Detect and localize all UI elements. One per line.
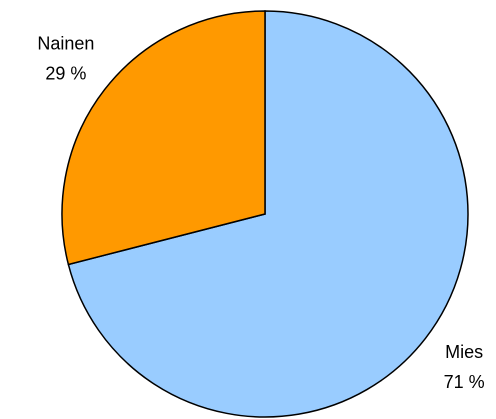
pie-slice	[67, 10, 469, 418]
slice-label: Nainen	[37, 33, 94, 53]
slice-value-label: 71 %	[444, 372, 485, 392]
slice-label: Mies	[445, 342, 483, 362]
pie-slice	[61, 10, 266, 266]
slice-value-label: 29 %	[45, 63, 86, 83]
